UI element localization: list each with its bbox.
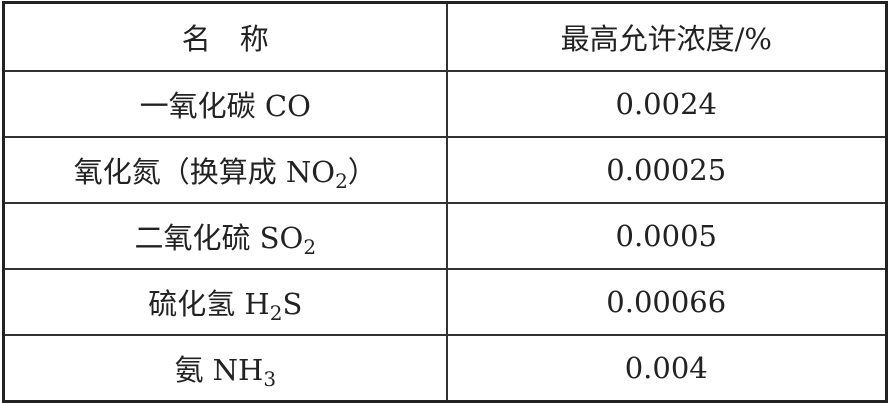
header-name: 名 称 — [2, 1, 448, 72]
table-row: 氨 NH3 0.004 — [2, 334, 888, 403]
gas-name: 二氧化硫 SO2 — [2, 202, 448, 270]
name-text: S — [282, 287, 303, 321]
gas-name: 硫化氢 H2S — [2, 268, 448, 336]
gas-value: 0.004 — [445, 334, 888, 403]
gas-name: 一氧化碳 CO — [2, 70, 448, 138]
gas-value: 0.0005 — [445, 202, 888, 270]
gas-value: 0.0024 — [445, 70, 888, 138]
header-row: 名 称 最高允许浓度/% — [2, 1, 888, 72]
subscript: 3 — [263, 367, 277, 391]
table-row: 硫化氢 H2S 0.00066 — [2, 268, 888, 336]
gas-value: 0.00066 — [445, 268, 888, 336]
gas-value: 0.00025 — [445, 136, 888, 204]
name-text: 硫化氢 H — [148, 287, 270, 321]
table-row: 二氧化硫 SO2 0.0005 — [2, 202, 888, 270]
name-text: 二氧化硫 SO — [134, 221, 304, 255]
subscript: 2 — [335, 169, 348, 193]
subscript: 2 — [269, 301, 283, 325]
table-row: 氧化氮（换算成 NO2） 0.00025 — [2, 136, 888, 204]
header-limit: 最高允许浓度/% — [445, 1, 888, 72]
name-text: 氧化氮（换算成 NO — [73, 155, 336, 189]
subscript: 2 — [303, 235, 317, 259]
name-text: ） — [347, 155, 377, 189]
name-text: 氨 NH — [174, 353, 264, 387]
name-text: 一氧化碳 CO — [139, 89, 311, 123]
table-row: 一氧化碳 CO 0.0024 — [2, 70, 888, 138]
gas-name: 氧化氮（换算成 NO2） — [2, 136, 448, 204]
gas-name: 氨 NH3 — [2, 334, 448, 403]
